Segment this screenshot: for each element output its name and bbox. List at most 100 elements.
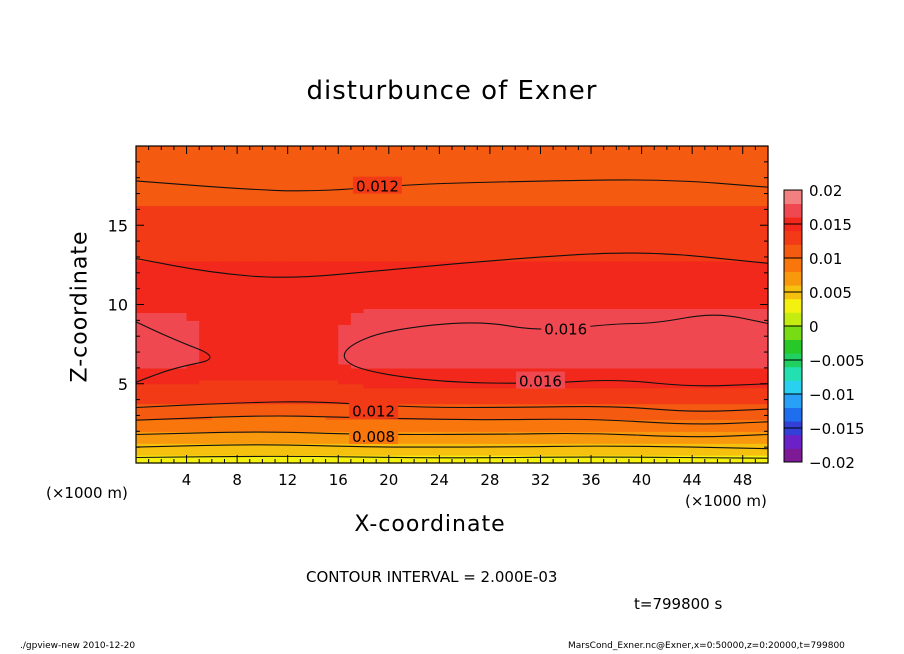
field-cell: [186, 447, 200, 452]
field-cell: [477, 169, 491, 175]
field-cell: [654, 419, 668, 424]
field-cell: [312, 169, 327, 175]
field-cell: [641, 157, 655, 163]
field-cell: [666, 375, 681, 381]
field-cell: [350, 359, 365, 365]
field-cell: [211, 391, 226, 397]
field-cell: [730, 399, 744, 405]
field-cell: [654, 284, 668, 290]
field-cell: [199, 205, 213, 210]
field-cell: [300, 225, 314, 230]
field-cell: [452, 371, 466, 377]
field-cell: [730, 363, 744, 369]
field-cell: [654, 149, 668, 155]
field-cell: [224, 225, 238, 230]
field-cell: [527, 169, 542, 175]
field-cell: [628, 411, 643, 417]
field-cell: [692, 352, 706, 357]
field-cell: [300, 252, 314, 258]
field-cell: [249, 391, 263, 397]
field-cell: [540, 237, 554, 242]
field-cell: [414, 363, 428, 369]
field-cell: [641, 332, 655, 337]
field-cell: [275, 205, 289, 210]
field-cell: [148, 383, 162, 389]
field-cell: [502, 161, 516, 167]
field-cell: [578, 213, 592, 218]
field-cell: [540, 399, 554, 405]
field-cell: [540, 221, 554, 226]
field-cell: [414, 332, 428, 337]
field-cell: [628, 352, 643, 357]
field-cell: [641, 443, 655, 448]
y-tick-label: 5: [118, 375, 128, 394]
field-cell: [527, 403, 542, 409]
field-cell: [224, 407, 238, 413]
field-cell: [679, 209, 693, 214]
field-cell: [616, 276, 630, 282]
field-cell: [401, 256, 415, 262]
field-cell: [641, 435, 655, 440]
field-cell: [654, 352, 668, 357]
field-cell: [414, 173, 428, 179]
field-cell: [161, 260, 175, 266]
field-cell: [312, 205, 327, 210]
field-cell: [679, 268, 693, 274]
field-cell: [300, 209, 314, 214]
field-cell: [730, 169, 744, 175]
field-cell: [565, 451, 579, 456]
field-cell: [426, 284, 440, 290]
field-cell: [540, 177, 554, 183]
field-cell: [312, 352, 327, 357]
field-cell: [388, 363, 403, 369]
field-cell: [704, 221, 719, 226]
field-cell: [679, 213, 693, 218]
field-cell: [692, 185, 706, 191]
field-cell: [616, 284, 630, 290]
field-cell: [224, 237, 238, 242]
field-cell: [426, 371, 440, 377]
field-cell: [489, 359, 504, 365]
field-cell: [224, 324, 238, 329]
field-cell: [502, 344, 516, 349]
field-cell: [275, 407, 289, 413]
field-cell: [338, 447, 352, 452]
field-cell: [641, 193, 655, 199]
field-cell: [173, 225, 188, 230]
field-cell: [363, 149, 377, 155]
field-cell: [628, 348, 643, 353]
field-cell: [401, 169, 415, 175]
field-cell: [628, 252, 643, 258]
field-cell: [464, 415, 478, 421]
field-cell: [161, 451, 175, 456]
field-cell: [477, 241, 491, 246]
field-cell: [654, 451, 668, 456]
field-cell: [325, 451, 339, 456]
field-cell: [262, 447, 276, 452]
field-cell: [666, 213, 681, 218]
field-cell: [654, 423, 668, 428]
field-cell: [628, 225, 643, 230]
field-cell: [439, 439, 453, 444]
field-cell: [262, 256, 276, 262]
field-cell: [300, 280, 314, 286]
field-cell: [477, 411, 491, 417]
field-cell: [553, 217, 567, 222]
field-cell: [452, 193, 466, 199]
field-cell: [401, 328, 415, 333]
field-cell: [173, 209, 188, 214]
field-cell: [679, 193, 693, 199]
field-cell: [502, 292, 516, 298]
field-cell: [641, 352, 655, 357]
field-cell: [553, 439, 567, 444]
field-cell: [452, 189, 466, 195]
field-cell: [186, 165, 200, 171]
field-cell: [578, 276, 592, 282]
field-cell: [325, 427, 339, 432]
field-cell: [325, 161, 339, 167]
field-cell: [414, 205, 428, 210]
field-cell: [717, 157, 731, 163]
field-cell: [742, 173, 756, 179]
field-cell: [527, 411, 542, 417]
field-cell: [148, 288, 162, 294]
